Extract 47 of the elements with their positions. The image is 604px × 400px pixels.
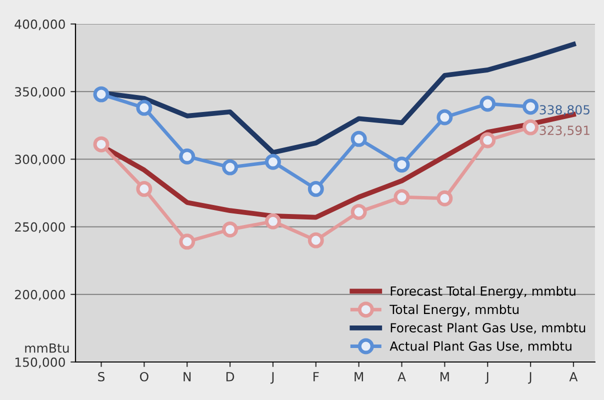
x-tick-label: J xyxy=(270,372,274,384)
point xyxy=(179,148,196,164)
y-tick-label: 200,000 xyxy=(15,290,65,301)
point xyxy=(93,86,110,102)
point xyxy=(93,136,110,152)
x-tick-label: M xyxy=(440,372,449,382)
y-axis-title: mmBtu xyxy=(25,344,69,353)
y-tick-label: 350,000 xyxy=(15,87,65,98)
data-label: 323,591 xyxy=(540,126,590,136)
point xyxy=(350,130,367,147)
data-label: 338,805 xyxy=(540,105,590,116)
x-tick-label: D xyxy=(226,372,234,382)
point xyxy=(308,180,324,197)
x-tick-label: O xyxy=(140,372,148,382)
point xyxy=(394,156,410,173)
x-tick-label: F xyxy=(314,372,319,382)
point xyxy=(222,222,238,238)
point xyxy=(308,232,324,248)
point xyxy=(480,96,496,112)
y-tick-label: 150,000 xyxy=(15,357,65,368)
x-tick-label: J xyxy=(528,372,532,384)
point xyxy=(394,189,410,206)
legend-label: Total Energy, mmbtu xyxy=(390,304,518,317)
x-tick-label: A xyxy=(569,372,578,382)
point xyxy=(436,190,453,206)
x-tick-label: A xyxy=(398,372,406,382)
x-tick-label: J xyxy=(485,372,488,384)
point xyxy=(264,213,281,230)
point xyxy=(136,180,152,197)
legend-label: Forecast Total Energy, mmbtu xyxy=(390,286,576,298)
legend-label: Forecast Plant Gas Use, mmbtu xyxy=(390,322,586,334)
point xyxy=(350,204,367,220)
point xyxy=(522,119,539,136)
point xyxy=(179,234,196,250)
y-tick-label: 400,000 xyxy=(14,19,65,30)
point xyxy=(222,159,238,176)
x-tick-label: N xyxy=(184,372,191,382)
point xyxy=(522,98,539,115)
legend-label: Actual Plant Gas Use, mmbtu xyxy=(390,341,572,352)
y-tick-label: 250,000 xyxy=(15,222,65,233)
x-tick-label: S xyxy=(98,372,105,382)
point xyxy=(136,100,152,116)
point xyxy=(480,132,496,148)
y-tick-label: 300,000 xyxy=(15,154,65,166)
point xyxy=(264,154,281,170)
x-tick-label: M xyxy=(354,372,364,382)
point xyxy=(436,109,453,126)
